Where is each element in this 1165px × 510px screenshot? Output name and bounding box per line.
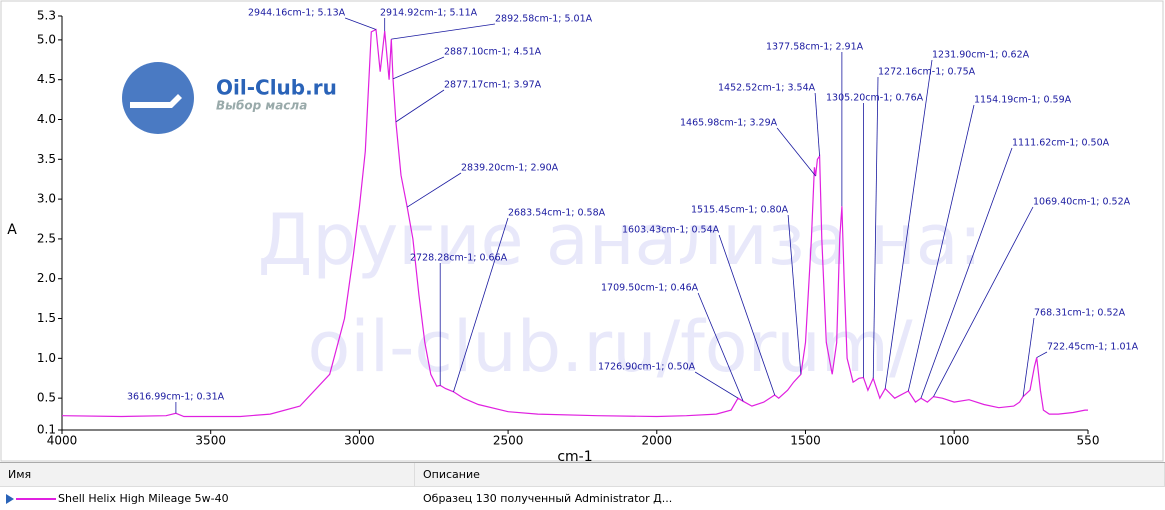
x-tick-label: 1000 (939, 434, 970, 448)
y-axis-label: A (7, 222, 17, 238)
peak-leader (933, 206, 1034, 397)
peak-label: 2839.20cm-1; 2.90A (461, 163, 559, 174)
peak-label: 2887.10cm-1; 4.51A (444, 47, 542, 58)
peak-leader (718, 234, 776, 396)
peak-leader (344, 17, 377, 30)
chart-frame (0, 0, 1164, 462)
chart: Другие анализа на: oil-club.ru/forum/ Oi… (0, 0, 1164, 462)
y-tick-label: 4.0 (37, 112, 56, 126)
peak-label: 1726.90cm-1; 0.50A (598, 362, 696, 373)
peak-leader (697, 292, 744, 402)
peak-leader (395, 89, 445, 123)
peak-label: 2683.54cm-1; 0.58A (508, 208, 606, 219)
peak-leader (406, 172, 462, 208)
peak-leader (907, 104, 975, 392)
peak-leader (872, 76, 879, 379)
x-tick-label: 4000 (47, 434, 78, 448)
y-tick-label: 0.1 (37, 423, 56, 437)
y-tick-label: 4.5 (37, 72, 56, 86)
legend-panel: Имя Описание Shell Helix High Mileage 5w… (0, 462, 1165, 510)
x-tick-label: 2500 (493, 434, 524, 448)
peak-label: 2892.58cm-1; 5.01A (495, 14, 593, 25)
peak-label: 2914.92cm-1; 5.11A (380, 8, 478, 19)
peak-leader (787, 214, 802, 375)
column-header[interactable]: Имя (0, 463, 415, 487)
peak-label: 2877.17cm-1; 3.97A (444, 80, 542, 91)
y-tick-label: 5.3 (37, 9, 56, 23)
peak-leader (776, 127, 816, 177)
series-description[interactable]: Образец 130 полученный Administrator Д..… (423, 492, 673, 505)
peak-label: 1272.16cm-1; 0.75A (878, 67, 976, 78)
peak-label: 2728.28cm-1; 0.66A (410, 253, 508, 264)
peak-label: 1111.62cm-1; 0.50A (1012, 138, 1110, 149)
x-tick-label: 3000 (344, 434, 375, 448)
watermark: oil-club.ru/forum/ (307, 306, 912, 388)
peak-label: 722.45cm-1; 1.01A (1047, 342, 1139, 353)
peak-leader (694, 371, 739, 399)
logo-can (130, 94, 182, 108)
x-tick-label: 2000 (642, 434, 673, 448)
peak-label: 1603.43cm-1; 0.54A (622, 225, 720, 236)
peak-label: 1231.90cm-1; 0.62A (932, 50, 1030, 61)
peak-leader (1022, 317, 1035, 397)
y-tick-label: 0.5 (37, 391, 56, 405)
peak-leader (814, 92, 820, 157)
x-tick-label: 550 (1077, 434, 1100, 448)
peak-label: 768.31cm-1; 0.52A (1034, 308, 1126, 319)
logo-icon (122, 62, 194, 134)
peak-label: 1515.45cm-1; 0.80A (691, 205, 789, 216)
peak-label: 1452.52cm-1; 3.54A (718, 83, 816, 94)
column-header[interactable]: Описание (415, 463, 1165, 487)
row-icon (6, 494, 56, 504)
y-tick-label: 3.0 (37, 192, 56, 206)
peak-leader (1036, 351, 1048, 358)
x-axis-label: cm-1 (557, 449, 592, 462)
spectrum-line (61, 28, 1088, 418)
y-tick-label: 2.5 (37, 231, 56, 245)
watermark: Другие анализа на: (258, 199, 983, 281)
peak-leader (920, 147, 1013, 399)
x-tick-label: 1500 (790, 434, 821, 448)
peak-label: 1465.98cm-1; 3.29A (680, 118, 778, 129)
peak-label: 1377.58cm-1; 2.91A (766, 42, 864, 53)
peak-leader (391, 23, 496, 40)
peak-label: 1069.40cm-1; 0.52A (1033, 197, 1131, 208)
peak-leader (884, 59, 933, 389)
y-tick-label: 2.0 (37, 271, 56, 285)
peak-label: 1154.19cm-1; 0.59A (974, 95, 1072, 106)
y-tick-label: 1.5 (37, 311, 56, 325)
y-tick-label: 1.0 (37, 351, 56, 365)
x-tick-label: 3500 (195, 434, 226, 448)
peak-label: 2944.16cm-1; 5.13A (248, 8, 346, 19)
logo-subtitle: Выбор масла (216, 99, 307, 113)
peak-leader (453, 217, 509, 392)
y-tick-label: 5.0 (37, 32, 56, 46)
peak-leader (392, 56, 445, 80)
series-name[interactable]: Shell Helix High Mileage 5w-40 (58, 492, 229, 505)
logo-title: Oil-Club.ru (216, 76, 337, 100)
y-tick-label: 3.5 (37, 152, 56, 166)
peak-label: 3616.99cm-1; 0.31A (127, 392, 225, 403)
peak-label: 1305.20cm-1; 0.76A (826, 93, 924, 104)
peak-label: 1709.50cm-1; 0.46A (601, 283, 699, 294)
